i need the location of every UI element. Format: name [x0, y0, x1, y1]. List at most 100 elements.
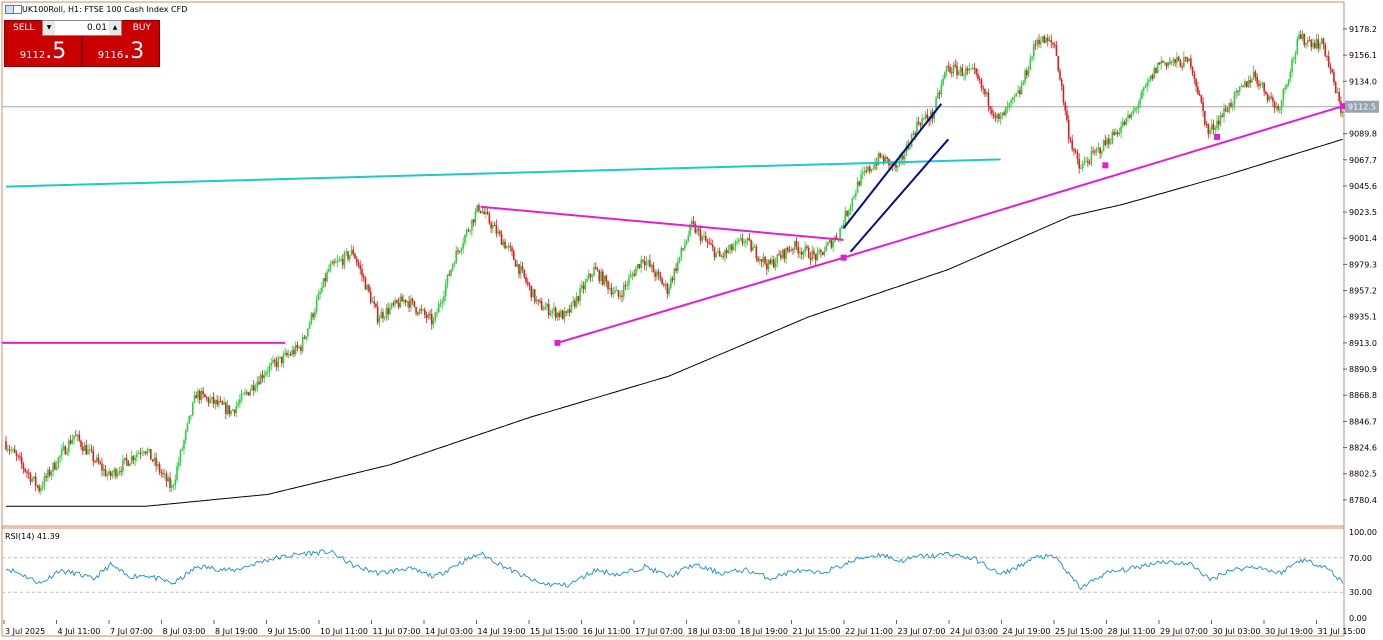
trendline-drawing[interactable]	[849, 138, 950, 253]
candle	[1217, 115, 1220, 131]
candle-body	[992, 113, 995, 117]
candle-body	[305, 336, 307, 339]
candle-body	[748, 238, 751, 241]
trendline-drawing[interactable]	[843, 105, 1343, 259]
candle-body	[1113, 131, 1115, 136]
candle-body	[450, 269, 452, 276]
candle-body	[40, 487, 42, 492]
candle-body	[169, 477, 171, 488]
candle	[478, 203, 480, 213]
time-axis-label: 14 Jul 19:00	[478, 627, 526, 636]
candle	[1003, 109, 1005, 116]
candle-body	[15, 452, 18, 456]
sell-price-main: 9112	[19, 50, 46, 61]
candle-body	[870, 169, 873, 172]
candle-body	[406, 301, 409, 303]
candle-body	[1183, 57, 1185, 68]
candle-body	[1299, 34, 1302, 39]
candle-body	[148, 448, 150, 451]
candle-body	[745, 240, 747, 243]
candle	[329, 260, 332, 273]
candle-body	[816, 251, 819, 261]
candle	[1233, 90, 1236, 111]
candle	[420, 304, 423, 314]
candle	[818, 247, 820, 255]
trendline-drawing[interactable]	[480, 205, 844, 241]
candle	[1195, 78, 1197, 92]
chart-properties-icon[interactable]	[13, 5, 22, 14]
trendline-anchor-handle[interactable]	[1102, 162, 1109, 169]
candle	[204, 393, 206, 398]
candle-body	[685, 240, 688, 245]
candle	[629, 269, 632, 279]
lot-decrease-button[interactable]: ▼	[43, 21, 55, 35]
candle-body	[373, 301, 375, 304]
price-pane[interactable]	[2, 29, 1346, 507]
candle-body	[884, 156, 887, 163]
candle	[465, 228, 468, 238]
trendline-anchor-handle[interactable]	[554, 339, 561, 346]
candle	[575, 292, 578, 309]
candle	[926, 108, 929, 122]
candle-body	[361, 268, 363, 276]
candle	[116, 468, 119, 479]
candle	[1080, 164, 1082, 169]
trendline-drawing[interactable]	[5, 158, 1001, 188]
candle	[1149, 74, 1152, 82]
candle	[1207, 123, 1210, 139]
candle	[1249, 75, 1251, 89]
candle	[76, 433, 79, 442]
trendline-drawing[interactable]	[842, 103, 943, 229]
candle	[1214, 125, 1217, 135]
candle-body	[699, 230, 702, 241]
trendline-drawing[interactable]	[557, 256, 844, 344]
candle-body	[94, 460, 96, 462]
candle	[617, 289, 620, 300]
candle-body	[1008, 103, 1011, 107]
candle	[1279, 106, 1281, 114]
candle-body	[767, 260, 770, 270]
candle	[673, 267, 676, 286]
candle	[183, 438, 185, 455]
candle	[755, 244, 758, 262]
candle	[1125, 117, 1128, 126]
candle-body	[495, 225, 498, 234]
trendline-anchor-handle[interactable]	[1339, 103, 1346, 110]
candle-body	[638, 264, 641, 268]
candle	[123, 457, 126, 465]
candle	[120, 466, 122, 477]
candle	[1280, 99, 1283, 115]
candle	[1128, 114, 1131, 119]
candle-body	[1130, 113, 1133, 118]
trendline-anchor-handle[interactable]	[1214, 133, 1221, 140]
candle-body	[1242, 86, 1245, 88]
candle	[1258, 79, 1260, 91]
candle-body	[525, 276, 527, 283]
candle	[1169, 57, 1171, 66]
trendline-anchor-handle[interactable]	[840, 254, 847, 261]
candle-body	[750, 240, 752, 251]
candle	[567, 308, 569, 316]
candle-body	[1172, 59, 1175, 61]
candle-body	[605, 275, 608, 282]
candle-body	[849, 206, 852, 211]
candle	[601, 269, 604, 286]
candle	[1231, 101, 1234, 111]
candle-body	[354, 254, 356, 259]
candle-body	[387, 308, 389, 315]
candle-body	[317, 294, 320, 301]
candle	[389, 303, 391, 316]
candle-body	[218, 400, 220, 405]
rsi-pane[interactable]: RSI(14) 41.39	[2, 532, 1344, 593]
candle	[802, 249, 805, 260]
candle-body	[1069, 138, 1072, 141]
lot-size-field[interactable]: ▼ 0.01 ▲	[42, 20, 122, 36]
candle	[1053, 41, 1056, 49]
lot-increase-button[interactable]: ▲	[109, 21, 121, 35]
candle	[359, 260, 362, 275]
candle	[809, 252, 812, 266]
candle-body	[404, 299, 407, 303]
candle-body	[792, 249, 794, 251]
candle-body	[537, 299, 540, 301]
